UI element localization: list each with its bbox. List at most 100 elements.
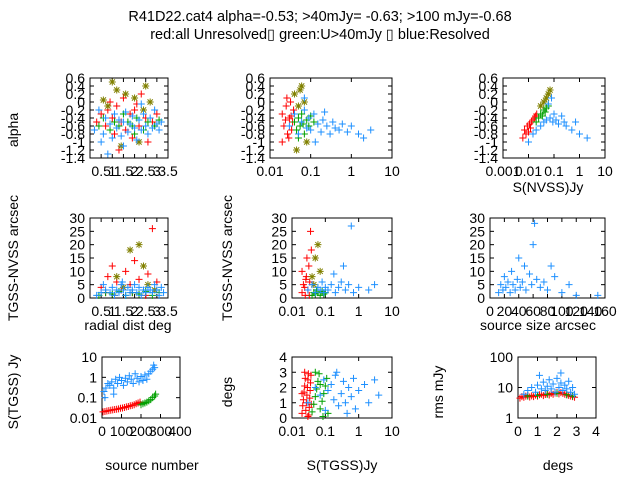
y-tick-label: 20 [469,237,485,253]
point-blue [324,286,332,294]
y-tick-label: 0.4 [479,78,499,94]
x-tick-label: 2.5 [136,303,156,319]
point-blue [518,278,526,286]
point-blue [153,120,161,128]
point-olive [308,273,316,281]
point-red [122,267,130,275]
x-tick-label: 3.5 [158,303,178,319]
x-axis-label: S(TGSS)Jy [307,457,378,473]
y-tick-label: 0.1 [78,390,98,406]
point-blue [331,289,339,297]
point-red [281,116,289,124]
point-blue [525,138,532,146]
chart-alpha-vs-radius: 0.511.522.533.5 0.60.40.20-0.2-0.4-0.6-0.… [5,70,178,179]
point-red [153,110,161,118]
x-tick-label: 1 [576,163,584,179]
y-axis-label: alpha [5,113,21,147]
point-red [278,110,286,118]
x-tick-label: 2 [131,303,139,319]
point-blue [129,379,137,387]
point-red [307,246,315,254]
point-olive [290,90,298,98]
point-blue [314,120,322,128]
point-blue [558,289,566,297]
y-tick-label: 0 [279,410,287,426]
point-blue [321,108,329,116]
point-blue [126,120,134,128]
y-tick-label: -0.4 [241,110,265,126]
point-olive [537,102,545,110]
point-blue [148,124,156,132]
point-blue [125,372,133,380]
point-blue [522,286,530,294]
point-blue [529,241,537,249]
point-olive [122,90,130,98]
x-tick-label: 100 [110,423,134,439]
plot-points [90,78,165,158]
point-green [106,126,114,134]
point-blue [343,128,351,136]
point-blue [307,126,315,134]
point-blue [572,118,580,126]
point-blue [118,376,125,384]
point-blue [567,388,575,396]
y-tick-label: 1 [89,369,97,385]
point-blue [104,150,112,158]
point-olive [142,82,150,90]
point-red [148,225,156,233]
point-blue [318,278,326,286]
y-tick-label: 30 [271,210,287,226]
point-blue [548,94,556,102]
point-green [311,393,319,401]
point-blue [112,375,120,383]
point-blue [119,142,127,150]
point-blue [536,283,544,291]
point-blue [497,281,505,289]
point-blue [335,126,343,134]
point-blue [540,278,548,286]
point-blue [102,114,110,122]
x-tick-label: 2 [131,163,139,179]
point-blue [568,126,576,134]
y-axis-label: TGSS-NVSS arcsec [5,195,21,321]
point-red [298,267,306,275]
point-blue [541,386,549,394]
point-blue [144,130,152,138]
point-blue [106,120,114,128]
point-blue [553,374,561,382]
point-red [128,134,136,142]
y-tick-label: 30 [469,210,485,226]
point-olive [139,106,147,114]
point-olive [294,102,302,110]
y-tick-label: 0.6 [246,70,266,86]
point-red [97,110,105,118]
point-green [294,114,302,122]
y-tick-label: -0.6 [241,118,265,134]
x-tick-label: 0.01 [278,423,305,439]
point-blue [131,281,139,289]
point-red [298,409,306,417]
y-tick-label: 10 [497,380,513,396]
point-green [543,390,551,398]
point-blue [500,273,508,281]
point-blue [324,387,332,395]
point-blue [137,126,145,134]
x-tick-label: 140 [579,303,603,319]
point-blue [137,291,145,299]
y-tick-label: -0.2 [474,102,498,118]
point-blue [90,126,98,134]
point-blue [131,124,139,132]
y-tick-label: -1 [486,134,499,150]
point-red [278,138,286,146]
point-blue [153,286,161,294]
x-axis-label: source number [105,457,199,473]
y-tick-label: 20 [69,237,85,253]
point-blue [515,254,523,262]
point-red [284,130,292,138]
x-tick-label: 3.5 [158,163,178,179]
point-olive [311,254,319,262]
point-blue [111,291,119,299]
